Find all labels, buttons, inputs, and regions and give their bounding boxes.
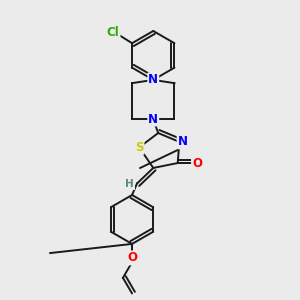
Text: S: S: [135, 141, 143, 154]
Text: O: O: [192, 157, 202, 169]
Text: N: N: [148, 112, 158, 125]
Text: Cl: Cl: [107, 26, 119, 39]
Text: N: N: [178, 135, 188, 148]
Text: N: N: [148, 74, 158, 86]
Text: H: H: [125, 179, 134, 189]
Text: O: O: [127, 251, 137, 264]
